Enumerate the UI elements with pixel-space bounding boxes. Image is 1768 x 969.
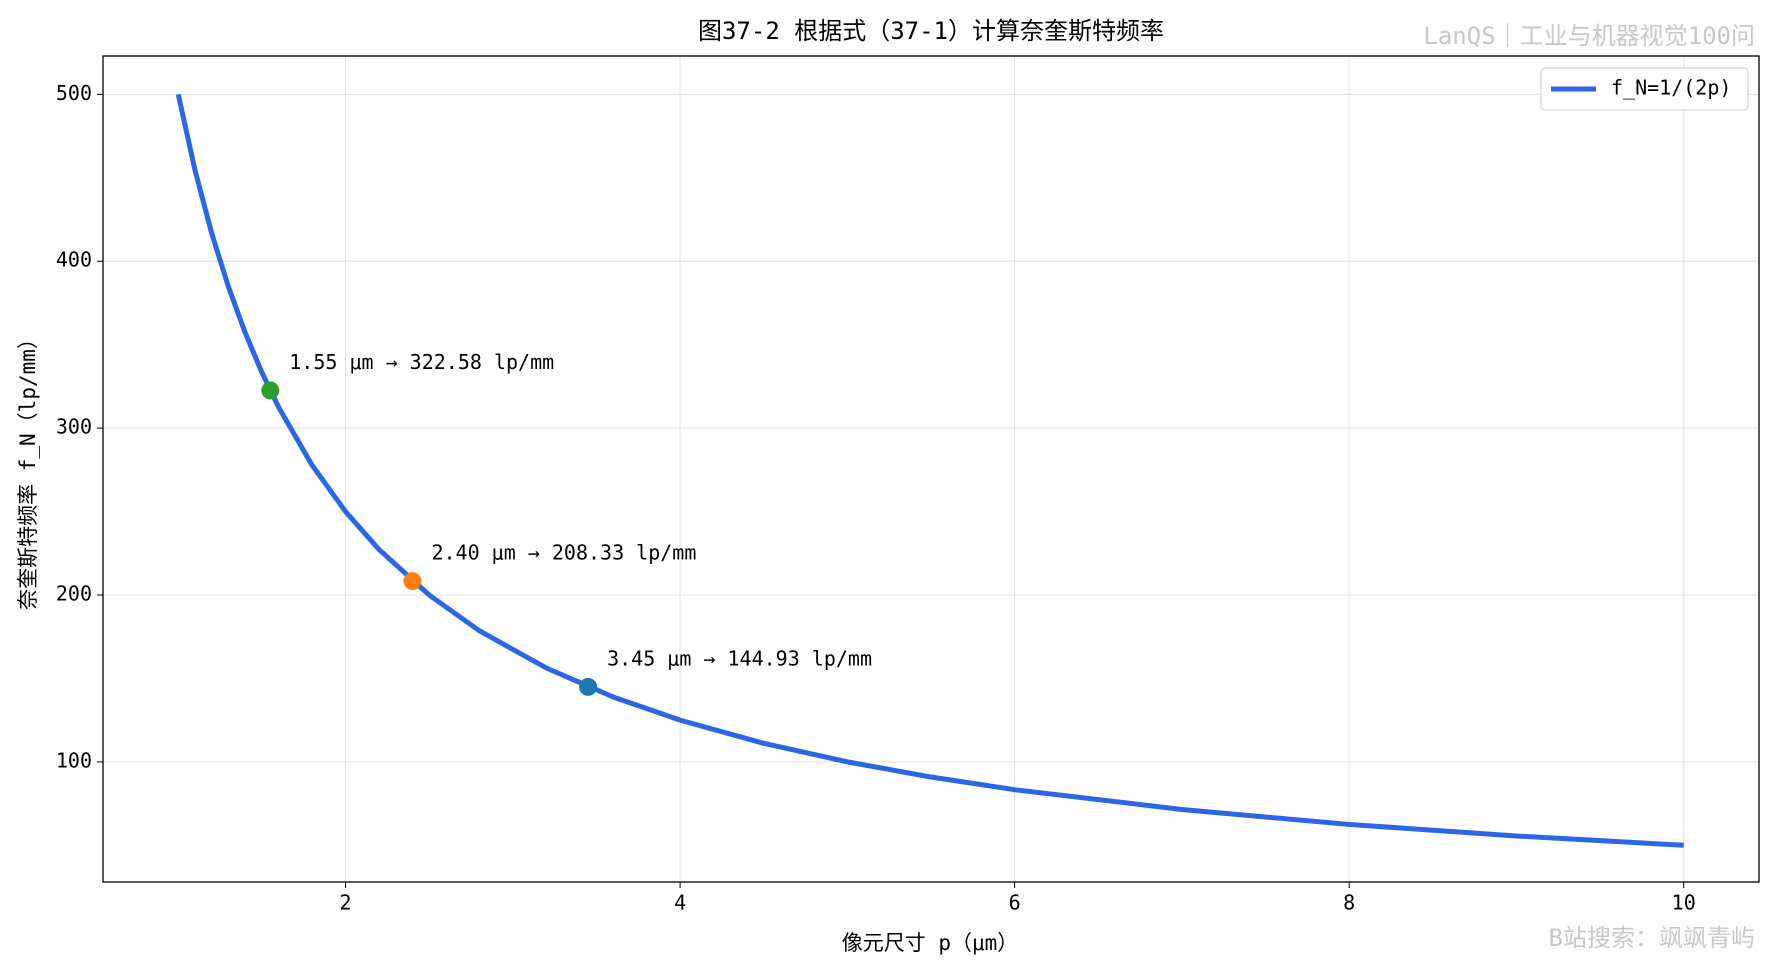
x-tick-label: 2 [340, 891, 352, 915]
legend-box [1540, 67, 1749, 111]
x-tick-label: 8 [1343, 891, 1355, 915]
x-tick-label: 4 [674, 891, 686, 915]
watermark: LanQS｜工业与机器视觉100问 [1423, 22, 1755, 50]
watermark: B站搜索：飒飒青屿 [1549, 924, 1755, 952]
legend-label: f_N=1/(2p) [1611, 76, 1731, 100]
y-tick-label: 300 [56, 415, 92, 439]
y-axis-label: 奈奎斯特频率 f_N（lp/mm） [16, 328, 40, 610]
annotation: 3.45 μm → 144.93 lp/mm [607, 646, 872, 670]
y-tick-label: 400 [56, 248, 92, 272]
x-tick-label: 6 [1009, 891, 1021, 915]
data-point [579, 677, 598, 696]
annotation: 1.55 μm → 322.58 lp/mm [289, 350, 554, 374]
plot-frame [102, 55, 1760, 883]
data-point [403, 572, 422, 591]
y-tick-label: 100 [56, 748, 92, 772]
y-tick-label: 500 [56, 81, 92, 105]
annotation: 2.40 μm → 208.33 lp/mm [431, 541, 696, 565]
curve [175, 93, 1684, 848]
x-tick-label: 10 [1672, 891, 1696, 915]
x-axis-label: 像元尺寸 p（μm） [842, 931, 1019, 955]
chart-title: 图37-2 根据式（37-1）计算奈奎斯特频率 [698, 17, 1164, 45]
y-tick-label: 200 [56, 581, 92, 605]
data-point [261, 381, 280, 400]
